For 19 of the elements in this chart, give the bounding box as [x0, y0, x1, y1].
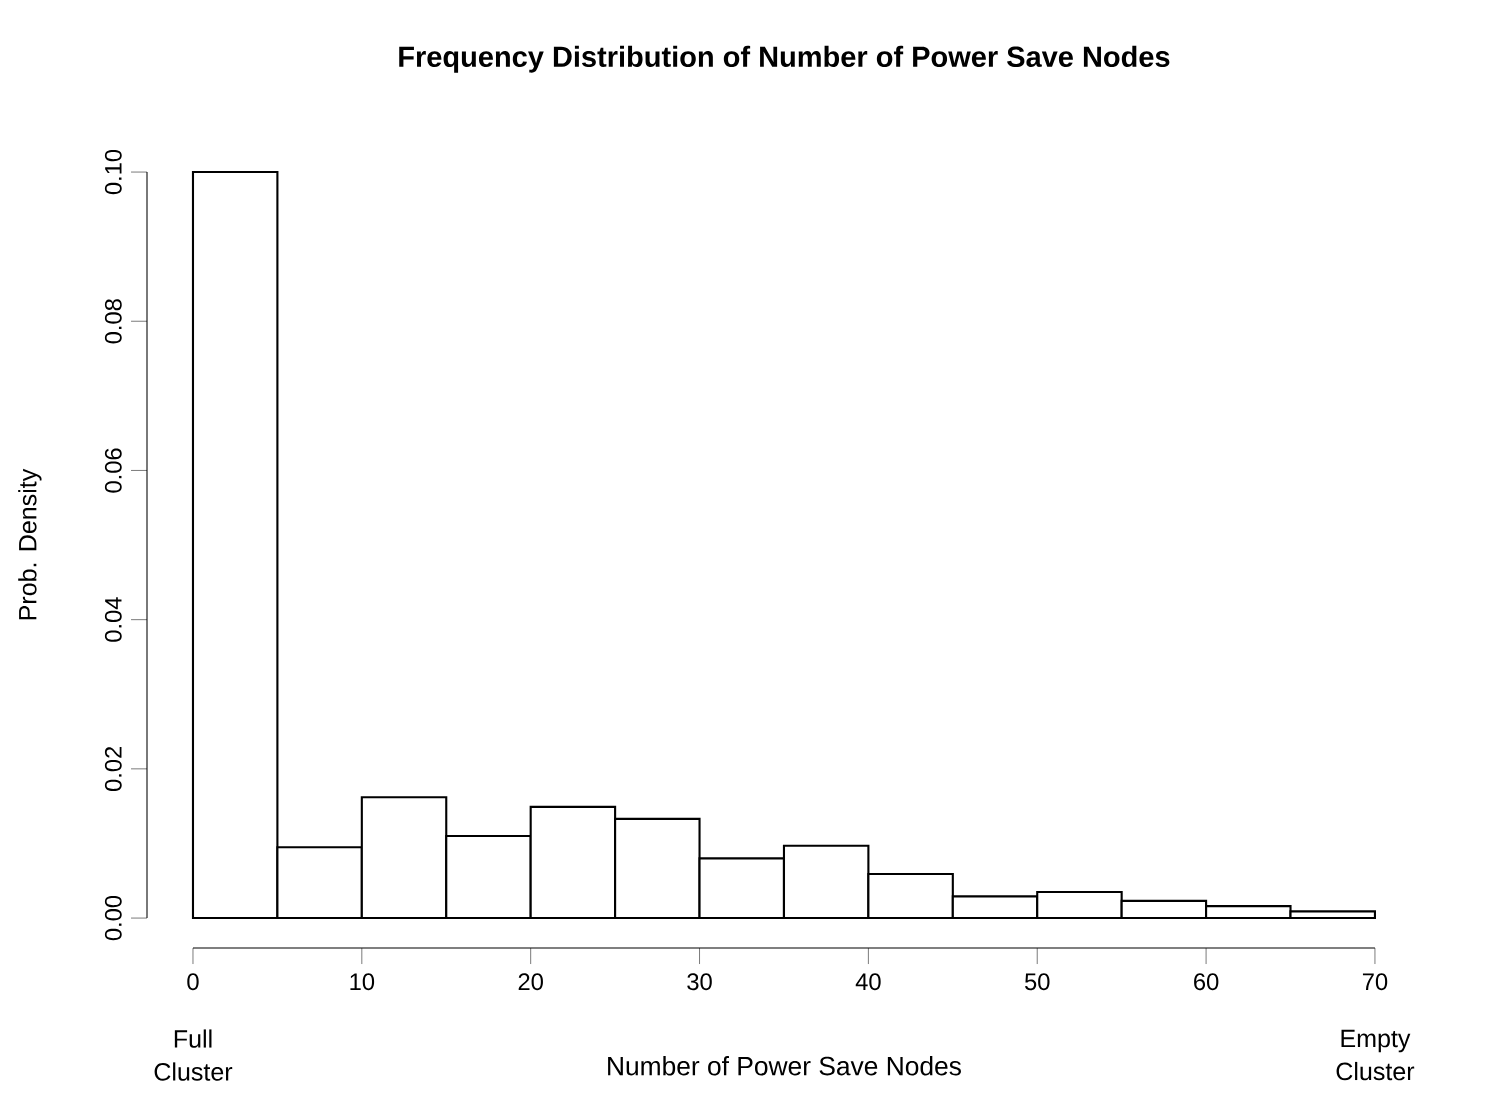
x-tick-label: 10 — [350, 973, 375, 991]
y-axis-title: Prob. Density — [18, 468, 42, 620]
y-tick-label: 0.10 — [104, 149, 122, 195]
x-tick-label: 40 — [855, 973, 881, 991]
y-tick-label: 0.02 — [104, 746, 122, 792]
x-tick-label: 0 — [187, 973, 199, 991]
x-tick-label: 20 — [518, 973, 543, 991]
y-tick-label: 0.04 — [104, 597, 122, 642]
x-axis-title: Number of Power Save Nodes — [608, 1056, 961, 1076]
x-tick-label: 50 — [1024, 973, 1050, 991]
text: Empty Cluster — [1336, 1029, 1415, 1081]
x-tick-label: 30 — [687, 973, 712, 991]
x-tick-label: 70 — [1362, 973, 1388, 991]
y-tick-label: 0.00 — [104, 895, 122, 941]
y-tick-label: 0.08 — [104, 299, 122, 344]
text: Full Cluster — [154, 1029, 233, 1081]
chart-title: Frequency Distribution of Number of Power Save Nodes — [399, 45, 1170, 73]
y-tick-label: 0.06 — [104, 448, 122, 493]
x-tick-label: 60 — [1194, 973, 1219, 991]
